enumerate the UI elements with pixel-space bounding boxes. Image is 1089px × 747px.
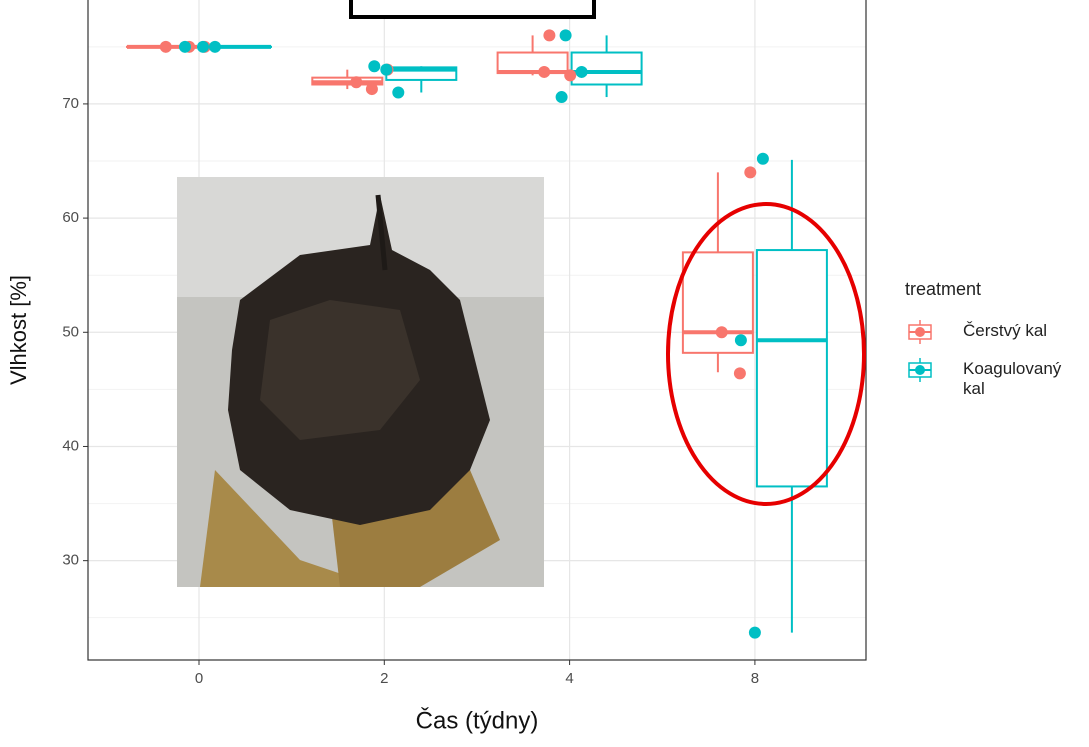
point — [744, 166, 757, 179]
box — [755, 249, 828, 488]
point — [538, 65, 551, 78]
point — [543, 29, 556, 42]
y-tick-label: 40 — [62, 437, 79, 454]
legend-title: treatment — [905, 279, 981, 299]
point — [575, 65, 588, 78]
photo — [177, 177, 544, 587]
x-tick-label: 4 — [565, 670, 573, 687]
x-axis-label: Čas (týdny) — [416, 706, 539, 734]
point — [733, 367, 746, 380]
legend-label: Koagulovaný kal — [963, 359, 1062, 398]
y-tick-label: 50 — [62, 323, 79, 340]
y-tick-label: 60 — [62, 209, 79, 226]
point — [350, 76, 363, 89]
legend-key-point — [915, 365, 925, 375]
legend-label: Čerstvý kal — [963, 321, 1048, 340]
x-tick-label: 8 — [751, 670, 759, 687]
panel-border — [87, 0, 867, 661]
stick — [375, 194, 388, 271]
point — [197, 40, 209, 53]
x-tick-label: 0 — [195, 670, 203, 687]
point — [365, 83, 378, 96]
point — [209, 40, 221, 53]
legend-key-point — [915, 327, 925, 337]
y-axis-label: Vlhkost [%] — [6, 275, 31, 385]
highlight-ellipse — [666, 202, 866, 506]
point — [734, 334, 747, 347]
point — [179, 40, 191, 53]
y-tick-label: 30 — [62, 552, 79, 569]
point — [392, 86, 405, 99]
point — [380, 63, 393, 76]
compost-highlight — [260, 300, 420, 440]
point — [748, 626, 761, 639]
x-tick-label: 2 — [380, 670, 388, 687]
point — [555, 91, 568, 104]
point — [715, 326, 728, 339]
straw — [200, 470, 380, 587]
point — [559, 29, 572, 42]
point — [756, 152, 769, 165]
y-tick-label: 70 — [62, 95, 79, 112]
title-box — [349, 0, 596, 19]
point — [159, 40, 172, 53]
point — [368, 60, 381, 73]
point — [564, 69, 577, 82]
